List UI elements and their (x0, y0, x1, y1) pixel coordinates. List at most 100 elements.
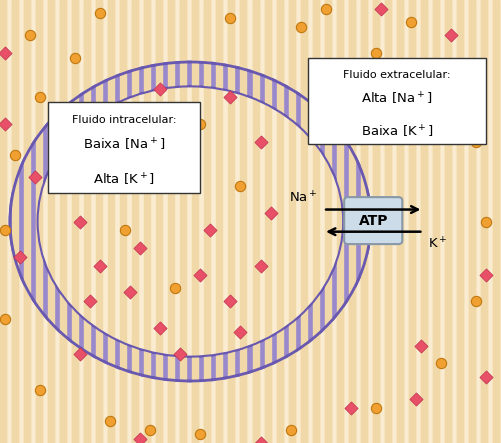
Bar (180, 0, 186, 443)
Point (196, 120, 204, 128)
Bar (168, 0, 174, 443)
Text: Na$^+$: Na$^+$ (290, 190, 318, 205)
Bar (156, 86, 162, 357)
Point (267, 209, 275, 216)
Bar (445, 86, 451, 357)
Bar (373, 86, 379, 357)
Bar (457, 0, 463, 443)
Bar (409, 86, 415, 357)
Point (186, 165, 194, 172)
Bar (277, 0, 283, 443)
Bar (361, 0, 367, 443)
Bar (84, 86, 90, 357)
Point (347, 404, 355, 411)
Bar (0, 86, 6, 357)
Point (372, 50, 380, 57)
Bar (36, 86, 42, 357)
Text: K$^+$: K$^+$ (428, 236, 448, 252)
Bar (24, 0, 30, 443)
Bar (204, 0, 210, 443)
Bar (397, 0, 403, 443)
Bar (481, 86, 487, 357)
Bar (24, 86, 30, 357)
Bar (313, 0, 319, 443)
Bar (96, 0, 102, 443)
Point (76, 218, 84, 225)
Text: Baixa [Na$^+$]: Baixa [Na$^+$] (83, 137, 165, 153)
Bar (204, 0, 210, 443)
Bar (373, 0, 379, 443)
Point (26, 32, 34, 39)
Bar (457, 86, 463, 357)
Point (1, 50, 9, 57)
Point (156, 324, 164, 331)
Bar (168, 0, 174, 443)
Bar (361, 86, 367, 357)
Bar (349, 0, 355, 443)
Bar (132, 0, 138, 443)
Bar (240, 86, 246, 357)
Bar (325, 86, 331, 357)
Bar (421, 0, 427, 443)
Point (86, 298, 94, 305)
FancyBboxPatch shape (308, 58, 486, 144)
Text: ATP: ATP (359, 214, 388, 228)
Point (372, 404, 380, 411)
Point (156, 85, 164, 92)
Bar (96, 0, 102, 443)
Bar (265, 86, 271, 357)
FancyBboxPatch shape (48, 102, 200, 193)
Bar (337, 86, 343, 357)
Point (226, 94, 234, 101)
Point (257, 262, 265, 269)
Bar (120, 0, 126, 443)
Bar (385, 86, 391, 357)
Bar (373, 0, 379, 443)
Bar (144, 0, 150, 443)
Bar (216, 0, 222, 443)
Bar (216, 86, 222, 357)
Point (482, 373, 490, 380)
Bar (120, 86, 126, 357)
Bar (457, 0, 463, 443)
Point (146, 426, 154, 433)
Bar (469, 0, 475, 443)
Bar (60, 86, 66, 357)
Bar (228, 86, 234, 357)
Point (196, 271, 204, 278)
Bar (180, 86, 186, 357)
Bar (313, 86, 319, 357)
Bar (421, 86, 427, 357)
Point (287, 426, 295, 433)
Point (31, 174, 39, 181)
Bar (253, 0, 259, 443)
Bar (60, 0, 66, 443)
Circle shape (38, 86, 343, 357)
Bar (253, 0, 259, 443)
Point (1, 120, 9, 128)
Bar (72, 0, 78, 443)
Bar (84, 0, 90, 443)
Point (472, 138, 480, 145)
Bar (313, 0, 319, 443)
Bar (192, 86, 198, 357)
Bar (253, 86, 259, 357)
Bar (12, 0, 18, 443)
Text: Fluido extracelular:: Fluido extracelular: (343, 70, 451, 80)
Bar (36, 0, 42, 443)
Bar (48, 0, 54, 443)
Bar (385, 0, 391, 443)
Bar (481, 0, 487, 443)
Bar (301, 0, 307, 443)
Bar (48, 0, 54, 443)
Point (176, 351, 184, 358)
Bar (132, 0, 138, 443)
Point (116, 174, 124, 181)
Point (121, 227, 129, 234)
Bar (409, 0, 415, 443)
Point (76, 351, 84, 358)
Text: Fluido intracelular:: Fluido intracelular: (72, 115, 176, 125)
Point (106, 138, 114, 145)
Bar (481, 0, 487, 443)
Bar (108, 0, 114, 443)
